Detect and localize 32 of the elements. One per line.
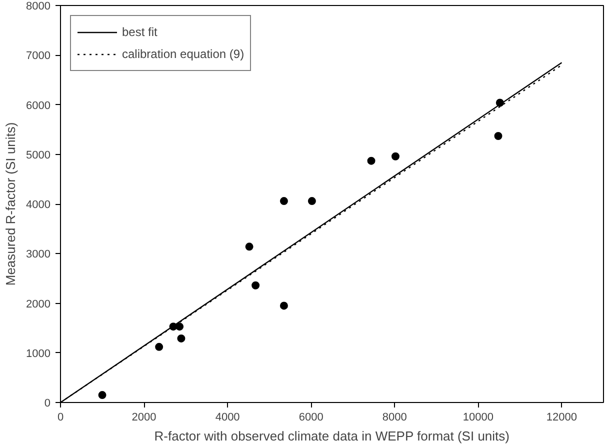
y-tick-label: 3000	[26, 248, 51, 261]
point	[98, 391, 106, 400]
point	[391, 152, 400, 160]
x-tick-label: 4000	[215, 412, 240, 424]
point	[155, 342, 164, 351]
x-tick-label: 2000	[132, 412, 156, 424]
y-tick-label: 5000	[26, 149, 51, 162]
legend-label: calibration equation (9)	[122, 47, 244, 61]
point	[252, 281, 260, 290]
y-tick-label: 6000	[26, 100, 51, 112]
x-tick-label: 6000	[298, 412, 324, 424]
x-axis-title: R-factor with observed climate data in WEPP format (SI units)	[154, 428, 510, 444]
point	[367, 156, 376, 165]
legend-label: best fit	[122, 25, 158, 39]
point	[280, 302, 288, 310]
x-tick-label: 0	[57, 412, 64, 424]
point	[176, 322, 184, 331]
x-tick-label: 8000	[382, 412, 407, 424]
y-tick-label: 8000	[26, 0, 51, 12]
x-tick-label: 10000	[462, 412, 494, 424]
point	[494, 132, 502, 140]
point	[177, 334, 186, 342]
y-tick-label: 0	[44, 398, 51, 410]
x-tick-label: 12000	[546, 412, 578, 424]
point	[308, 197, 316, 206]
y-tick-label: 4000	[26, 199, 51, 211]
y-tick-label: 1000	[26, 348, 51, 360]
point	[245, 242, 254, 251]
y-axis-title: Measured R-factor (SI units)	[3, 122, 18, 286]
point	[280, 197, 288, 206]
y-tick-label: 2000	[26, 298, 51, 310]
y-tick-label: 7000	[26, 50, 51, 62]
